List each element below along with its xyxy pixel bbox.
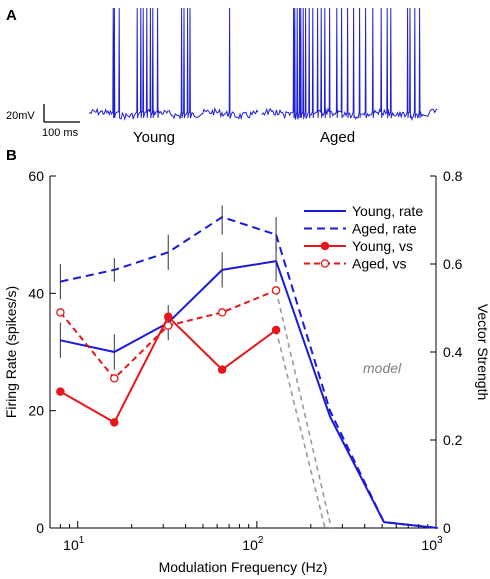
data-point-young-vs [163,312,173,322]
x-tick-label: 103 [421,535,443,553]
scale-bar: 20mV 100 ms [6,104,80,139]
y2-tick-label: 0.2 [443,432,463,448]
panel-b-label: B [6,147,17,164]
y-tick-label: 60 [28,168,44,184]
data-point-aged-vs [56,308,65,317]
series-line-young-vs-model [275,329,326,529]
trace-aged-label: Aged [320,129,355,146]
series-line-aged-vs-model [275,290,332,529]
data-point-young-vs [271,325,281,335]
series-line-young-model [275,260,438,529]
y-tick-label: 20 [28,403,44,419]
data-point-aged-vs [217,308,227,317]
scale-time-label: 100 ms [42,127,79,139]
trace-young [89,7,259,121]
data-point-young-vs [56,387,65,396]
y-ticks-left: 0 20 40 60 [28,168,56,536]
y-tick-label: 0 [36,520,44,536]
y2-axis-label: Vector Strength [475,304,490,401]
scale-voltage-label: 20mV [6,110,35,122]
series-line-aged-model [275,234,438,529]
y-ticks-right: 0 0.2 0.4 0.6 0.8 [430,168,463,536]
model-label: model [363,360,402,376]
x-axis-label: Modulation Frequency (Hz) [159,559,328,575]
y-axis-label: Firing Rate (spikes/s) [3,286,19,418]
series-layer [56,205,438,529]
data-point-aged-vs [163,321,173,330]
legend-marker [320,259,330,268]
chart: 101 102 103 0 20 40 60 0 0.2 0.4 0.6 0.8 Modulati… [3,168,490,575]
trace-young-label: Young [133,129,175,146]
data-point-young-vs [217,365,227,374]
y2-tick-label: 0.8 [443,168,463,184]
trace-young-path [89,7,259,121]
x-tick-label: 102 [242,535,264,553]
panel-a-label: A [6,7,17,24]
data-point-young-vs [110,418,119,427]
legend-label: Young, rate [352,203,423,219]
legend-label: Aged, rate [352,221,417,237]
y2-tick-label: 0.6 [443,256,463,272]
y-tick-label: 40 [28,285,44,301]
legend-label: Aged, vs [352,256,406,272]
y2-tick-label: 0.4 [443,344,463,360]
trace-aged-path [261,7,438,121]
y2-tick-label: 0 [443,520,451,536]
x-tick-label: 101 [63,535,85,553]
data-point-aged-vs [110,374,119,383]
x-ticks: 101 102 103 [49,521,443,553]
data-point-aged-vs [271,286,281,295]
trace-aged [261,7,438,121]
legend-marker [320,241,330,251]
legend-label: Young, vs [352,238,413,254]
